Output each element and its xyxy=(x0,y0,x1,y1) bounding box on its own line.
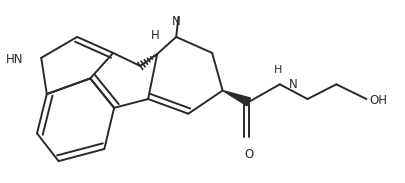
Text: O: O xyxy=(243,148,253,161)
Text: OH: OH xyxy=(369,94,387,107)
Text: HN: HN xyxy=(6,53,23,66)
Polygon shape xyxy=(222,91,250,106)
Text: N: N xyxy=(288,78,297,91)
Text: H: H xyxy=(273,64,281,74)
Text: H: H xyxy=(151,29,160,42)
Text: N: N xyxy=(171,15,180,28)
